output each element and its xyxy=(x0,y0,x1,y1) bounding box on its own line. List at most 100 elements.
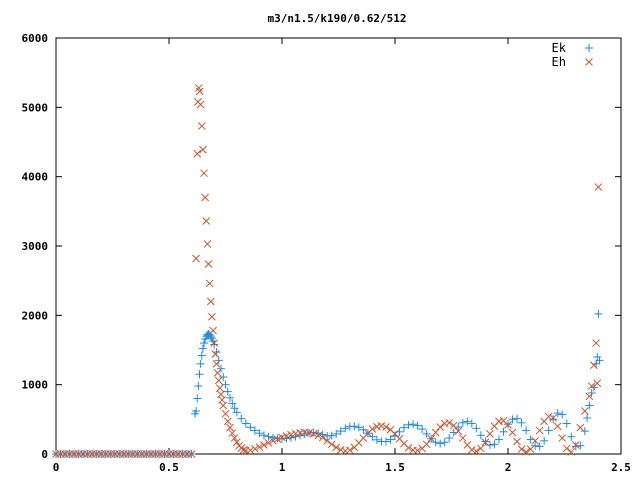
data-point-eh xyxy=(526,445,535,454)
data-point-ek xyxy=(216,364,225,373)
data-point-ek xyxy=(198,344,207,353)
data-point-eh xyxy=(215,384,224,392)
data-point-eh xyxy=(535,426,544,435)
data-point-ek xyxy=(192,407,201,416)
data-point-ek xyxy=(372,435,381,444)
x-axis-ticks: 0 0.5 1 1.5 2 2.5 xyxy=(53,38,631,474)
data-point-eh xyxy=(204,260,213,268)
data-point-ek xyxy=(431,438,440,447)
y-tick-label: 6000 xyxy=(22,32,49,45)
data-point-eh xyxy=(477,444,485,453)
y-tick-label: 5000 xyxy=(22,101,49,114)
y-tick-label: 2000 xyxy=(22,309,49,322)
data-point-ek xyxy=(264,432,273,441)
series-layer xyxy=(52,84,604,458)
data-point-ek xyxy=(381,437,390,446)
data-point-eh xyxy=(195,87,204,96)
data-point-eh xyxy=(246,446,255,455)
x-tick-label: 2 xyxy=(505,461,512,474)
data-point-eh xyxy=(585,392,594,401)
y-axis-ticks: 0 1000 2000 3000 4000 5000 6000 xyxy=(22,32,621,461)
legend: Ek Eh xyxy=(552,41,593,69)
x-tick-label: 0.5 xyxy=(159,461,179,474)
data-point-eh xyxy=(445,418,454,427)
data-point-ek xyxy=(196,359,205,368)
data-point-ek xyxy=(544,426,553,435)
data-point-ek xyxy=(404,420,413,429)
data-point-eh xyxy=(553,422,562,431)
data-point-eh xyxy=(590,361,598,370)
data-point-ek xyxy=(241,419,250,428)
data-point-eh xyxy=(210,339,219,347)
data-point-ek xyxy=(567,432,576,441)
legend-marker-ek xyxy=(585,44,593,52)
legend-marker-symbol xyxy=(585,58,593,66)
data-point-ek xyxy=(195,370,204,379)
data-point-eh xyxy=(192,254,200,263)
data-point-eh xyxy=(196,100,205,109)
data-point-eh xyxy=(531,436,539,445)
data-point-eh xyxy=(522,448,530,456)
data-point-ek xyxy=(494,435,503,444)
data-point-ek xyxy=(440,438,449,447)
data-point-ek xyxy=(232,408,241,417)
data-point-ek xyxy=(540,436,549,445)
data-point-eh xyxy=(508,428,517,437)
data-point-ek xyxy=(589,383,598,392)
data-point-eh xyxy=(587,382,596,390)
data-point-eh xyxy=(558,434,567,442)
data-point-eh xyxy=(368,425,377,433)
data-point-ek xyxy=(490,440,499,449)
data-point-eh xyxy=(305,428,313,437)
y-tick-label: 1000 xyxy=(22,379,49,392)
data-point-ek xyxy=(197,351,206,360)
data-point-eh xyxy=(273,435,282,443)
data-point-ek xyxy=(359,425,368,434)
data-point-eh xyxy=(230,434,239,442)
data-point-ek xyxy=(246,423,255,432)
data-point-ek xyxy=(522,426,531,435)
data-point-eh xyxy=(486,430,494,438)
data-point-ek xyxy=(350,422,359,431)
data-point-eh xyxy=(504,421,512,429)
data-point-ek xyxy=(194,382,203,391)
data-point-ek xyxy=(594,309,603,318)
data-point-eh xyxy=(567,448,576,456)
data-point-ek xyxy=(585,401,594,410)
x-tick-label: 1.5 xyxy=(385,461,405,474)
data-point-ek xyxy=(327,431,336,440)
data-point-ek xyxy=(549,415,558,424)
data-point-eh xyxy=(282,432,291,440)
y-tick-label: 3000 xyxy=(22,240,49,253)
data-point-eh xyxy=(431,428,440,437)
data-point-eh xyxy=(327,440,336,449)
data-point-ek xyxy=(592,359,601,368)
data-point-eh xyxy=(211,350,220,359)
data-point-ek xyxy=(341,424,350,433)
data-point-eh xyxy=(193,149,202,158)
data-point-ek xyxy=(583,413,592,422)
data-point-eh xyxy=(481,438,490,447)
legend-marker-symbol xyxy=(585,44,593,52)
data-point-eh xyxy=(513,437,521,446)
data-point-ek xyxy=(354,423,363,432)
data-point-eh xyxy=(592,339,600,347)
data-point-ek xyxy=(219,373,228,382)
data-point-ek xyxy=(467,419,476,428)
data-point-eh xyxy=(345,446,354,455)
data-point-eh xyxy=(214,376,223,385)
data-point-eh xyxy=(269,436,277,445)
data-point-ek xyxy=(562,419,571,428)
data-point-eh xyxy=(203,240,212,248)
x-tick-label: 1 xyxy=(279,461,286,474)
data-point-ek xyxy=(531,441,540,450)
data-point-eh xyxy=(209,326,217,335)
data-point-eh xyxy=(239,445,248,454)
data-point-eh xyxy=(436,423,445,431)
data-point-eh xyxy=(213,369,222,377)
data-point-eh xyxy=(226,423,234,432)
data-point-eh xyxy=(318,433,327,442)
data-point-ek xyxy=(259,431,268,440)
data-point-eh xyxy=(219,401,228,410)
data-point-ek xyxy=(595,356,604,365)
